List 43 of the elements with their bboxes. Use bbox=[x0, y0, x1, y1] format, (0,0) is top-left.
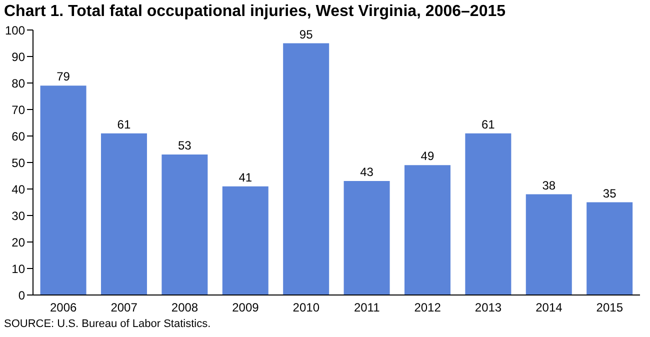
x-tick-label: 2013 bbox=[474, 300, 502, 315]
bar bbox=[222, 186, 268, 295]
data-label: 38 bbox=[542, 178, 556, 192]
data-label: 41 bbox=[238, 170, 252, 184]
data-label: 53 bbox=[178, 138, 192, 153]
x-tick-label: 2011 bbox=[354, 300, 380, 315]
bar bbox=[40, 86, 86, 295]
source-note: SOURCE: U.S. Bureau of Labor Statistics. bbox=[4, 318, 211, 330]
y-tick-label: 70 bbox=[12, 102, 26, 117]
bar bbox=[586, 202, 633, 295]
x-tick-label: 2006 bbox=[50, 300, 78, 315]
bar bbox=[283, 43, 330, 295]
y-tick-label: 30 bbox=[12, 208, 26, 223]
data-label: 95 bbox=[299, 27, 314, 42]
y-tick-label: 90 bbox=[12, 50, 26, 64]
data-label: 35 bbox=[602, 186, 617, 200]
x-tick-label: 2012 bbox=[414, 300, 442, 315]
data-label: 49 bbox=[420, 149, 434, 164]
y-tick-label: 60 bbox=[12, 129, 26, 144]
bar bbox=[526, 194, 572, 295]
y-tick-label: 20 bbox=[12, 235, 26, 250]
data-label: 61 bbox=[117, 117, 131, 132]
chart-title: Chart 1. Total fatal occupational injuries, West Virginia, 2006–2015 bbox=[4, 3, 506, 21]
bar bbox=[100, 133, 147, 295]
x-tick-label: 2007 bbox=[110, 300, 138, 315]
x-tick-label: 2008 bbox=[171, 300, 198, 315]
data-label: 61 bbox=[482, 117, 496, 132]
y-tick-label: 40 bbox=[12, 182, 26, 196]
x-tick-label: 2009 bbox=[232, 300, 260, 315]
data-label: 79 bbox=[56, 70, 70, 84]
bar bbox=[162, 154, 208, 295]
bar bbox=[344, 181, 390, 295]
y-tick-label: 50 bbox=[12, 156, 26, 170]
y-tick-label: 80 bbox=[12, 76, 26, 90]
y-tick-label: 0 bbox=[18, 288, 26, 302]
bar bbox=[465, 133, 512, 295]
x-tick-label: 2014 bbox=[536, 300, 563, 315]
bar bbox=[404, 165, 450, 295]
y-tick-label: 100 bbox=[4, 23, 26, 38]
y-tick-label: 10 bbox=[12, 262, 26, 276]
x-tick-label: 2010 bbox=[292, 300, 320, 315]
data-label: 43 bbox=[360, 165, 374, 180]
x-tick-label: 2015 bbox=[596, 300, 624, 315]
